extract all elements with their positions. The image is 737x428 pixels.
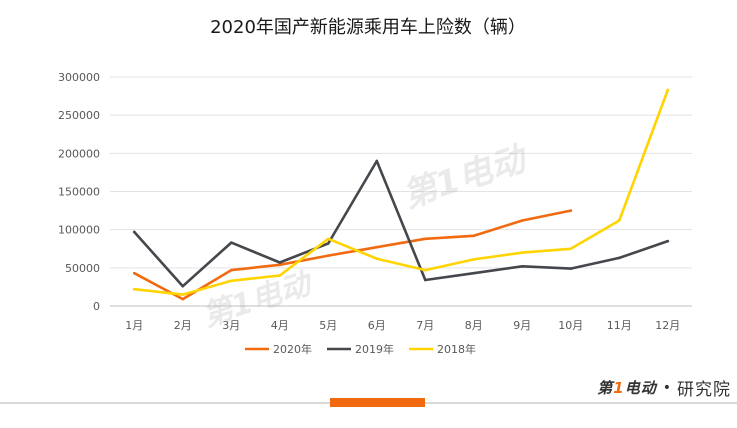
data-point — [375, 159, 379, 163]
data-point — [181, 293, 185, 296]
data-point — [181, 284, 185, 288]
data-point — [278, 261, 282, 264]
x-tick-label: 2月 — [174, 319, 192, 332]
series-line — [133, 88, 670, 296]
data-point — [617, 219, 621, 222]
data-point — [132, 271, 136, 275]
x-axis: 1月 2月 3月 4月 5月 6月 7月 8月 9月 10月 11月 12月 — [125, 319, 680, 332]
data-point — [326, 237, 330, 241]
x-tick-label: 12月 — [655, 319, 680, 332]
legend-item: 2020年 — [245, 342, 312, 356]
legend-label: 2020年 — [273, 342, 312, 356]
data-point — [132, 287, 136, 291]
brand-mark: 第1电动 • 研究院 — [597, 375, 731, 400]
data-point — [666, 239, 670, 243]
data-point — [229, 279, 233, 283]
legend: 2020年 2019年 2018年 — [245, 342, 476, 356]
brand-logo: 第1电动 — [597, 379, 657, 397]
data-point — [472, 234, 476, 238]
x-tick-label: 11月 — [607, 319, 632, 332]
data-point — [520, 219, 524, 222]
legend-item: 2019年 — [327, 342, 394, 356]
y-tick-label: 150000 — [58, 186, 100, 199]
data-point — [423, 237, 427, 241]
data-point — [666, 88, 670, 92]
data-point — [278, 274, 282, 277]
y-tick-label: 300000 — [58, 71, 100, 84]
data-point — [472, 271, 476, 275]
data-point — [326, 254, 330, 257]
data-point — [520, 265, 524, 268]
x-tick-label: 6月 — [368, 319, 386, 332]
data-point — [423, 278, 427, 282]
legend-item: 2018年 — [409, 342, 476, 356]
data-point — [278, 263, 282, 267]
data-point — [326, 242, 330, 245]
footer-accent-bar — [330, 398, 425, 407]
data-point — [472, 258, 476, 261]
data-point — [617, 256, 621, 260]
data-point — [132, 230, 136, 234]
x-tick-label: 5月 — [319, 319, 337, 332]
series-0 — [132, 209, 573, 301]
data-point — [229, 268, 233, 272]
data-point — [569, 209, 573, 212]
y-tick-label: 0 — [93, 300, 100, 313]
x-tick-label: 4月 — [271, 319, 289, 332]
chart-title: 2020年国产新能源乘用车上险数（辆） — [210, 17, 526, 38]
x-tick-label: 9月 — [513, 319, 531, 332]
y-tick-label: 200000 — [58, 147, 100, 160]
x-tick-label: 8月 — [465, 319, 483, 332]
legend-label: 2018年 — [437, 342, 476, 356]
x-tick-label: 10月 — [558, 319, 583, 332]
gridlines — [110, 76, 692, 307]
data-point — [181, 297, 185, 301]
legend-label: 2019年 — [355, 342, 394, 356]
x-tick-label: 1月 — [125, 319, 143, 332]
series-line — [133, 159, 670, 288]
data-point — [569, 267, 573, 270]
brand-subtitle: 研究院 — [677, 380, 731, 400]
series-1 — [132, 159, 670, 288]
x-tick-label: 7月 — [416, 319, 434, 332]
data-point — [520, 251, 524, 254]
series-lines — [132, 88, 670, 301]
data-point — [569, 247, 573, 251]
data-point — [375, 257, 379, 260]
x-tick-label: 3月 — [222, 319, 240, 332]
brand-separator: • — [662, 379, 671, 396]
series-line — [133, 209, 573, 301]
data-point — [229, 241, 233, 244]
y-axis: 0 50000 100000 150000 200000 250000 300000 — [58, 71, 100, 313]
y-tick-label: 50000 — [65, 262, 100, 275]
y-tick-label: 250000 — [58, 109, 100, 122]
data-point — [375, 245, 379, 249]
series-2 — [132, 88, 670, 296]
data-point — [423, 268, 427, 272]
y-tick-label: 100000 — [58, 224, 100, 237]
